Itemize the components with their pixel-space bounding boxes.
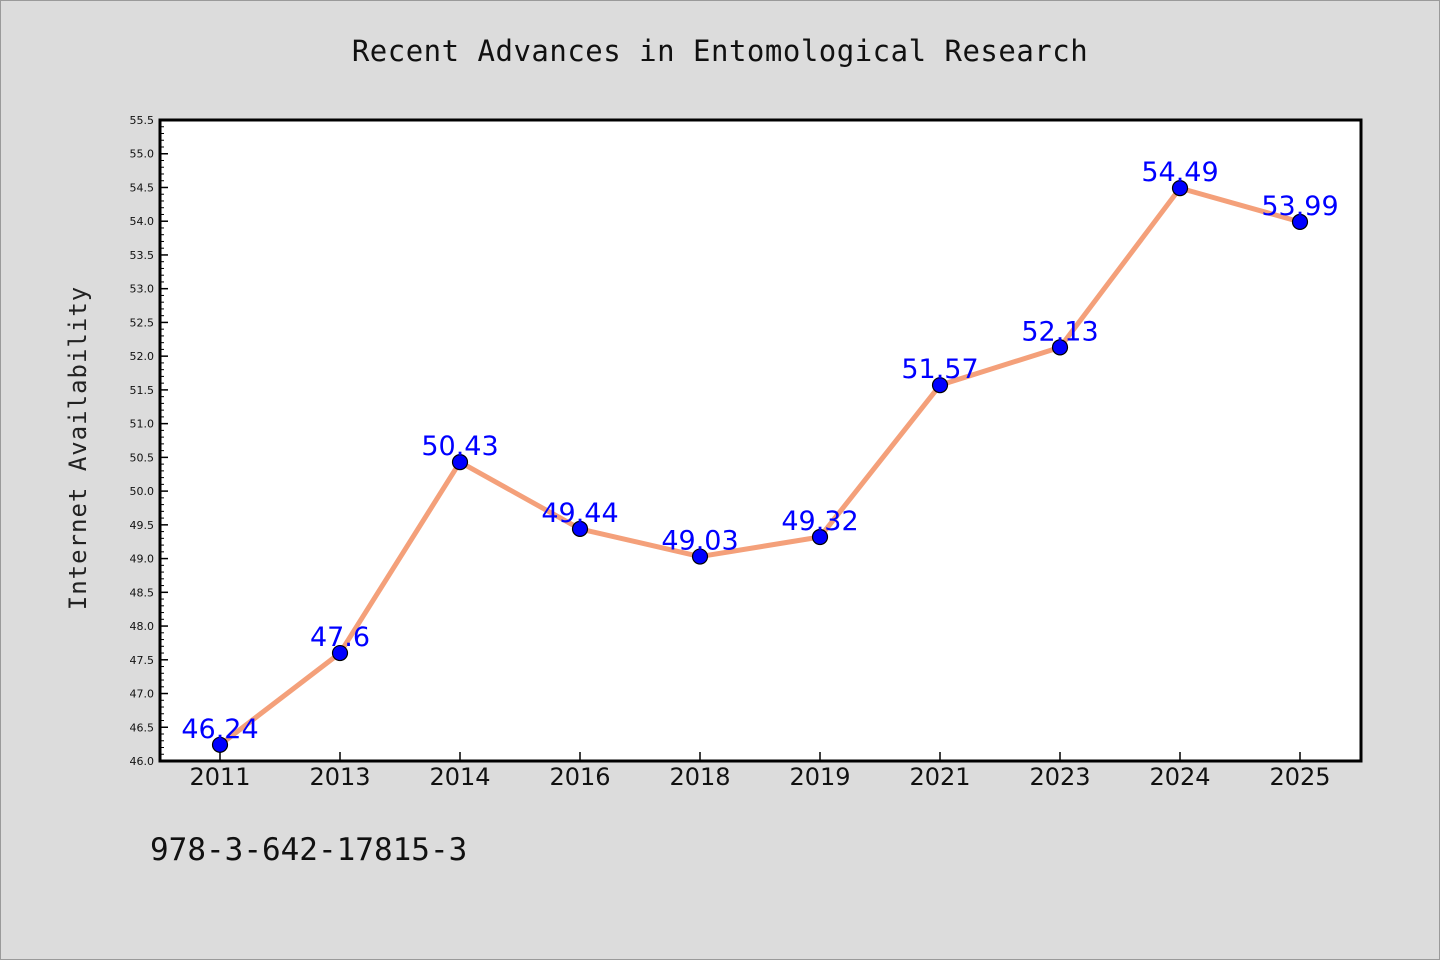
x-tick-label: 2016 <box>549 763 610 791</box>
data-point <box>811 528 829 546</box>
data-point <box>331 644 349 662</box>
data-label: 49.44 <box>541 498 618 529</box>
data-label: 49.03 <box>661 526 738 557</box>
data-label: 49.32 <box>781 506 858 537</box>
data-point <box>931 377 949 394</box>
data-point <box>1291 213 1309 230</box>
y-tick-label: 50.0 <box>130 485 155 498</box>
y-tick-label: 51.0 <box>130 418 155 431</box>
data-point <box>1171 180 1189 197</box>
data-label: 52.13 <box>1021 316 1098 347</box>
y-tick-label: 55.0 <box>130 148 155 161</box>
footer-code: 978-3-642-17815-3 <box>150 832 468 868</box>
data-label: 53.99 <box>1261 191 1338 222</box>
y-tick-label: 51.5 <box>130 384 155 397</box>
x-tick-label: 2019 <box>789 763 850 791</box>
x-tick-label: 2014 <box>429 763 490 791</box>
x-axis: 2011 2013 2014 2016 2018 2019 2021 2023 2024 2025 <box>189 752 1331 791</box>
y-tick-label: 53.5 <box>130 249 155 262</box>
x-tick-label: 2024 <box>1149 763 1210 791</box>
y-tick-label: 54.0 <box>130 215 155 228</box>
y-tick-label: 48.5 <box>130 586 155 599</box>
x-tick-label: 2021 <box>909 763 970 791</box>
y-tick-label: 54.5 <box>130 181 155 194</box>
data-point <box>571 520 589 537</box>
data-label: 50.43 <box>421 431 498 462</box>
y-tick-label: 47.0 <box>130 688 155 701</box>
x-tick-label: 2013 <box>309 763 370 791</box>
y-axis: 46.0 46.5 47.0 47.5 48.0 48.5 49.0 49.5 50.0 50.5… <box>130 114 168 768</box>
x-tick-label: 2025 <box>1269 763 1330 791</box>
data-point <box>1051 339 1069 356</box>
plot-area <box>158 118 1363 763</box>
series-layer: 46.24 47.6 50.43 49.44 49.03 49.32 51.57 52.13 5… <box>181 157 1339 753</box>
y-tick-label: 49.0 <box>130 553 155 566</box>
data-label: 47.6 <box>310 622 370 653</box>
y-tick-label: 55.5 <box>130 114 155 127</box>
data-point <box>211 736 229 753</box>
y-axis-label: Internet Availability <box>64 286 92 610</box>
y-tick-label: 49.5 <box>130 519 155 532</box>
y-tick-label: 52.0 <box>130 350 155 363</box>
data-label: 46.24 <box>181 714 258 745</box>
data-label: 54.49 <box>1141 157 1218 188</box>
y-tick-label: 52.5 <box>130 316 155 329</box>
y-tick-label: 50.5 <box>130 451 155 464</box>
data-point <box>451 453 469 471</box>
y-tick-label: 46.5 <box>130 721 155 734</box>
y-tick-label: 47.5 <box>130 654 155 667</box>
x-tick-label: 2018 <box>669 763 730 791</box>
y-tick-label: 48.0 <box>130 620 155 633</box>
y-tick-label: 46.0 <box>130 755 155 768</box>
data-point <box>691 548 709 565</box>
y-tick-label: 53.0 <box>130 283 155 296</box>
x-tick-label: 2023 <box>1029 763 1090 791</box>
data-label: 51.57 <box>901 354 978 385</box>
chart-title: Recent Advances in Entomological Researc… <box>351 34 1089 68</box>
series-line <box>217 185 1303 748</box>
x-tick-label: 2011 <box>189 763 250 791</box>
